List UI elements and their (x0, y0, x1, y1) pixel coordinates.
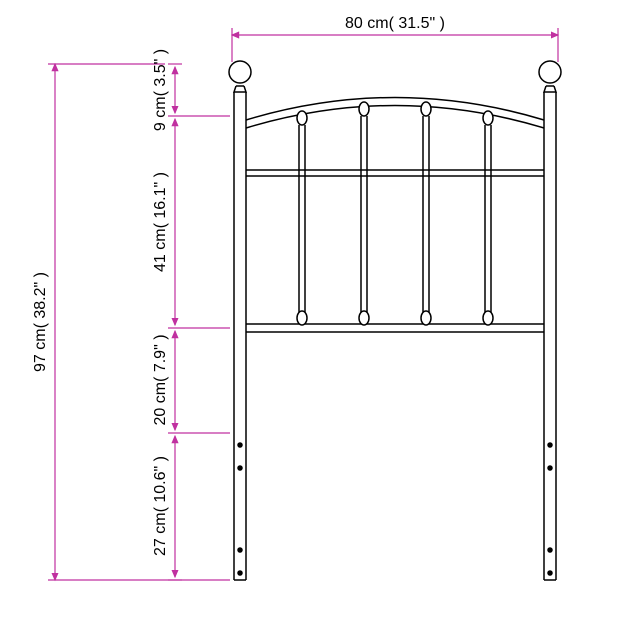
dim-total-height-label: 97 cm( 38.2" ) (32, 272, 49, 372)
dim-sec1-label: 9 cm( 3.5" ) (152, 49, 169, 131)
dim-sec2-label: 41 cm( 16.1" ) (152, 172, 169, 272)
dim-sec3-label: 20 cm( 7.9" ) (152, 334, 169, 425)
dimension-diagram: 80 cm( 31.5" ) 97 cm( 38.2" ) 9 cm( 3.5"… (0, 0, 620, 620)
dim-sec4-label: 27 cm( 10.6" ) (152, 456, 169, 556)
product-drawing (229, 61, 561, 580)
dim-width-label: 80 cm( 31.5" ) (345, 15, 445, 32)
